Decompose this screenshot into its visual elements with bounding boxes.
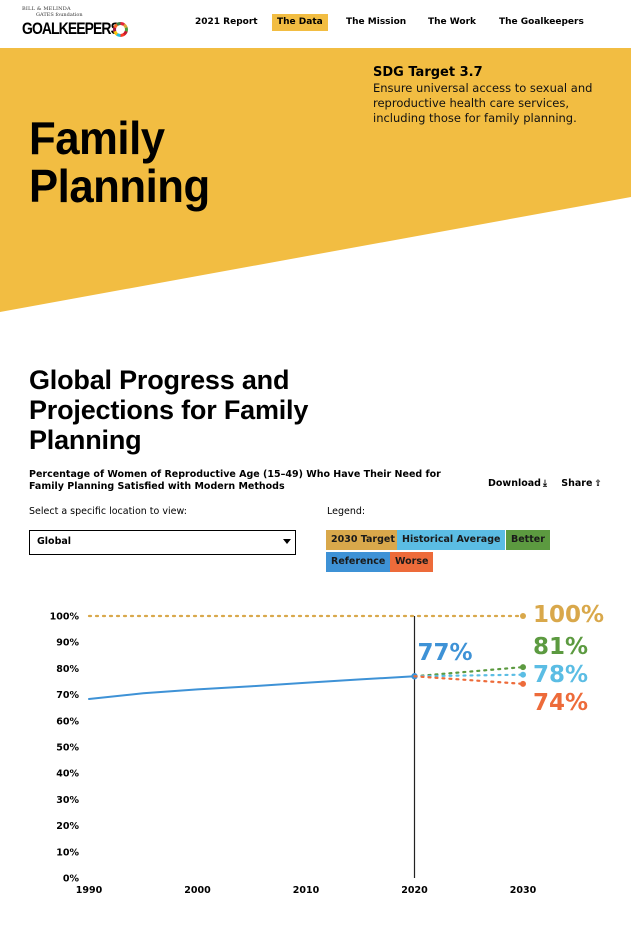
series-historical-average-end-label: 78%	[533, 662, 588, 688]
series-better-end-point	[520, 664, 526, 671]
sdg-target-box: SDG Target 3.7 Ensure universal access t…	[373, 64, 603, 126]
nav-item-2021-report[interactable]: 2021 Report	[195, 17, 258, 27]
x-tick-label: 1990	[76, 885, 103, 896]
nav-item-the-work[interactable]: The Work	[428, 17, 476, 27]
chart-actions: Download ⤓ Share ⇪	[488, 478, 602, 489]
x-tick-label: 2000	[184, 885, 211, 896]
y-tick-label: 0%	[63, 874, 80, 885]
x-tick-label: 2020	[401, 885, 428, 896]
y-tick-label: 30%	[56, 795, 79, 806]
series-2030-target-end-point	[520, 613, 526, 619]
y-tick-label: 40%	[56, 769, 79, 780]
download-icon: ⤓	[542, 479, 547, 489]
legend-label: Legend:	[327, 506, 366, 517]
download-label: Download	[488, 478, 541, 489]
sdg-target-title: SDG Target 3.7	[373, 65, 483, 80]
download-button[interactable]: Download ⤓	[488, 478, 547, 489]
series-reference-historical-line	[88, 675, 416, 701]
series-better-end-label: 81%	[533, 634, 588, 660]
series-worse-end-point	[520, 680, 526, 687]
y-tick-label: 80%	[56, 664, 79, 675]
page-title-line2: Planning	[29, 160, 210, 212]
legend-chip-better: Better	[506, 530, 550, 550]
y-tick-label: 10%	[56, 847, 79, 858]
legend-chip-reference: Reference	[326, 552, 391, 572]
goalkeepers-logo[interactable]: BILL & MELINDA GATES foundation GOALKEEP…	[22, 6, 132, 40]
progress-chart: 0% 10% 20% 30% 40% 50% 60% 70% 80% 90% 100% 1990 200…	[0, 590, 631, 910]
legend-chip-worse: Worse	[390, 552, 434, 572]
chart-svg: 0% 10% 20% 30% 40% 50% 60% 70% 80% 90% 100% 1990 200…	[50, 602, 604, 896]
logo-foundation-line2: GATES foundation	[36, 12, 83, 18]
top-navigation-bar: BILL & MELINDA GATES foundation GOALKEEP…	[0, 0, 631, 48]
nav-item-the-data[interactable]: The Data	[272, 14, 328, 31]
y-tick-label: 50%	[56, 743, 79, 754]
nav-item-the-mission[interactable]: The Mission	[346, 17, 407, 27]
section-title: Global Progress and Projections for Fami…	[29, 365, 309, 455]
hero-background	[0, 48, 631, 312]
main-nav: 2021 Report The Data The Mission The Wor…	[0, 14, 631, 32]
legend-chip-historical-average: Historical Average	[397, 530, 506, 550]
location-select[interactable]: Global	[29, 530, 296, 555]
chart-subtitle: Percentage of Women of Reproductive Age …	[29, 469, 441, 492]
logo-foundation-line1: BILL & MELINDA	[22, 6, 71, 12]
x-tick-label: 2010	[293, 885, 320, 896]
series-worse-end-label: 74%	[533, 690, 588, 716]
hero-banner: Family Planning SDG Target 3.7 Ensure un…	[0, 48, 631, 314]
series-better-line	[413, 665, 525, 678]
sdg-wheel-icon	[113, 22, 128, 37]
current-value-label: 77%	[418, 640, 473, 666]
location-select-label: Select a specific location to view:	[29, 506, 187, 517]
logo-wordmark: GOALKEEPERS	[22, 19, 120, 38]
series-historical-average-line	[413, 673, 525, 678]
nav-item-the-goalkeepers[interactable]: The Goalkeepers	[499, 17, 584, 27]
y-tick-label: 70%	[56, 690, 79, 701]
sdg-target-description: Ensure universal access to sexual and re…	[373, 81, 593, 125]
chevron-down-icon	[283, 539, 291, 544]
y-tick-label: 20%	[56, 821, 79, 832]
share-label: Share	[561, 478, 593, 489]
y-tick-label: 60%	[56, 716, 79, 727]
location-select-value: Global	[37, 536, 72, 547]
share-icon: ⇪	[594, 479, 602, 489]
y-tick-label: 90%	[56, 638, 79, 649]
series-2030-target-end-label: 100%	[533, 602, 604, 628]
series-worse-line	[413, 675, 525, 685]
y-tick-label: 100%	[50, 612, 80, 623]
share-button[interactable]: Share ⇪	[561, 478, 602, 489]
series-historical-average-end-point	[520, 671, 526, 678]
page-title: Family Planning	[29, 114, 210, 210]
legend-chip-2030-target: 2030 Target	[326, 530, 400, 550]
page-title-line1: Family	[29, 112, 165, 164]
x-tick-label: 2030	[510, 885, 537, 896]
